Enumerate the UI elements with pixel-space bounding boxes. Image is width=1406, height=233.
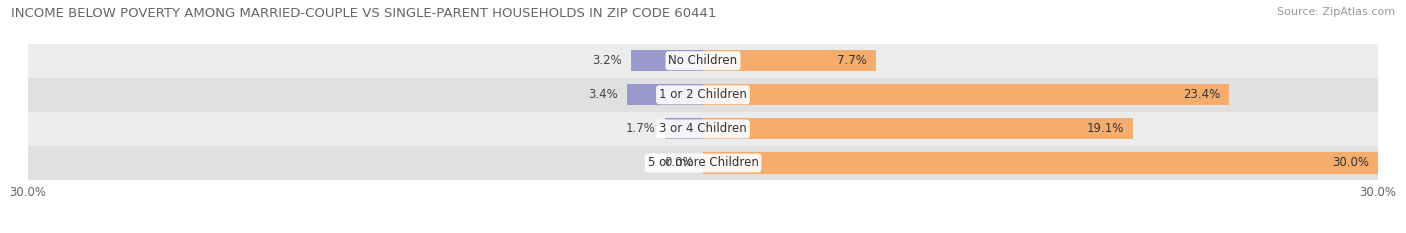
Text: 7.7%: 7.7% [838, 54, 868, 67]
Text: 3.4%: 3.4% [588, 88, 617, 101]
Bar [703, 50, 876, 71]
Bar [28, 146, 1378, 180]
Text: 3 or 4 Children: 3 or 4 Children [659, 122, 747, 135]
Text: 30.0%: 30.0% [1331, 157, 1369, 169]
Bar [703, 152, 1378, 174]
Text: No Children: No Children [668, 54, 738, 67]
Bar [28, 112, 1378, 146]
Text: 3.2%: 3.2% [592, 54, 621, 67]
Text: 19.1%: 19.1% [1087, 122, 1123, 135]
Bar [703, 118, 1133, 140]
Text: 1 or 2 Children: 1 or 2 Children [659, 88, 747, 101]
Text: 1.7%: 1.7% [626, 122, 655, 135]
Text: 0.0%: 0.0% [665, 157, 695, 169]
Bar [665, 118, 703, 140]
Text: 5 or more Children: 5 or more Children [648, 157, 758, 169]
Text: INCOME BELOW POVERTY AMONG MARRIED-COUPLE VS SINGLE-PARENT HOUSEHOLDS IN ZIP COD: INCOME BELOW POVERTY AMONG MARRIED-COUPL… [11, 7, 717, 20]
Text: 23.4%: 23.4% [1184, 88, 1220, 101]
Bar [627, 84, 703, 105]
Bar [631, 50, 703, 71]
Bar [703, 84, 1229, 105]
Text: Source: ZipAtlas.com: Source: ZipAtlas.com [1277, 7, 1395, 17]
Bar [28, 44, 1378, 78]
Bar [28, 78, 1378, 112]
